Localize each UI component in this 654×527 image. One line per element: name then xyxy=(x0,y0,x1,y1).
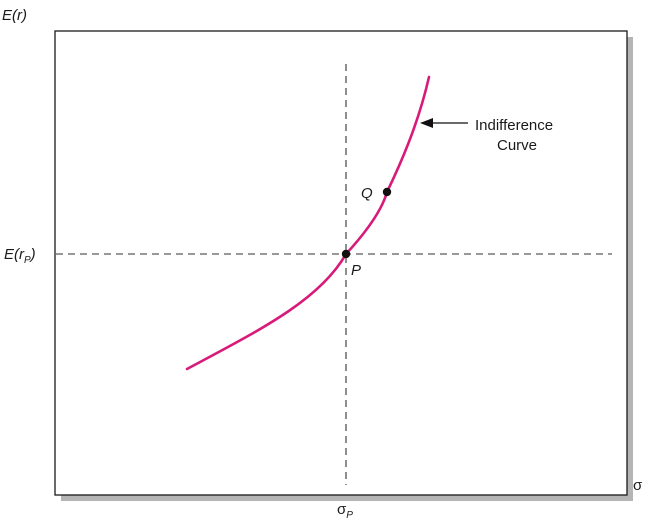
point-P xyxy=(341,249,351,259)
y-reference-main: E(r xyxy=(4,246,25,263)
annotation-line1: Indifference xyxy=(475,117,553,134)
point-Q-label: Q xyxy=(361,185,373,202)
x-reference-sub: P xyxy=(346,510,353,521)
y-reference-sub: P xyxy=(24,255,31,266)
x-reference-main: σ xyxy=(337,501,347,518)
x-reference-label: σP xyxy=(337,501,353,521)
point-Q xyxy=(382,187,392,197)
arrow-left-icon xyxy=(420,118,468,128)
y-reference-label: E(rP) xyxy=(4,246,36,266)
x-axis-label: σ xyxy=(633,477,643,494)
y-reference-suffix: ) xyxy=(29,246,36,263)
y-axis-label: E(r) xyxy=(2,7,27,24)
indifference-curve xyxy=(185,75,431,371)
annotation-line2: Curve xyxy=(497,137,537,154)
point-P-label: P xyxy=(351,262,361,279)
